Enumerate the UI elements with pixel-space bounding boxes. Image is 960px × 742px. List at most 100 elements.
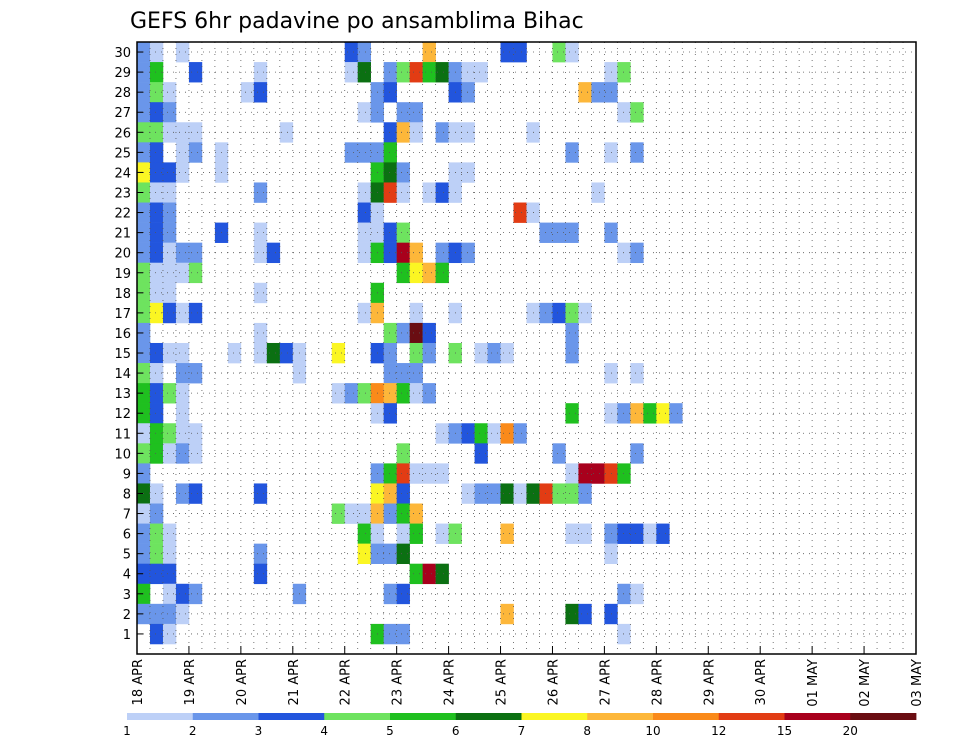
- heatmap-cell: [162, 563, 177, 585]
- heatmap-cell: [357, 42, 371, 63]
- legend-label: 20: [843, 724, 858, 738]
- chart-title: GEFS 6hr padavine po ansamblima Bihac: [130, 9, 584, 34]
- heatmap-cell: [630, 443, 644, 464]
- heatmap-cell: [617, 62, 631, 83]
- y-tick-label: 12: [114, 407, 131, 422]
- heatmap-cell: [383, 363, 397, 384]
- heatmap-cell: [383, 62, 397, 83]
- heatmap-cell: [383, 222, 397, 243]
- heatmap-cell: [253, 62, 268, 83]
- y-tick-label: 8: [123, 487, 131, 502]
- heatmap-cell: [474, 342, 488, 364]
- heatmap-cell: [162, 162, 177, 183]
- x-tick-label: 29 APR: [702, 659, 717, 705]
- heatmap-cell: [188, 302, 203, 324]
- heatmap-cell: [175, 242, 190, 264]
- color-legend: 1 2 3 4 5 6 7 8 10 12 15 20: [123, 713, 917, 738]
- x-tick-label: 25 APR: [495, 659, 510, 705]
- heatmap-cell: [149, 363, 164, 384]
- heatmap-cell: [422, 182, 436, 203]
- heatmap-cell: [162, 523, 177, 544]
- heatmap-cell: [409, 62, 423, 83]
- legend-label: 1: [123, 724, 131, 738]
- heatmap-cell: [149, 162, 164, 183]
- legend-swatch: [192, 713, 259, 720]
- x-tick-label: 03 MAY: [910, 659, 925, 707]
- heatmap-cell: [409, 523, 423, 544]
- heatmap-cell: [552, 42, 566, 63]
- heatmap-cell: [253, 82, 268, 103]
- y-tick-label: 1: [123, 628, 131, 643]
- heatmap-cell: [344, 142, 359, 163]
- heatmap-cell: [396, 182, 410, 203]
- y-axis: 1234567891011121314151617181920212223242…: [114, 46, 143, 643]
- heatmap-cell: [357, 202, 371, 223]
- heatmap-cell: [344, 503, 359, 524]
- heatmap-cell: [357, 302, 371, 324]
- heatmap-cell: [162, 583, 177, 605]
- x-tick-label: 30 APR: [754, 659, 769, 705]
- heatmap-cell: [422, 463, 436, 484]
- heatmap-cell: [162, 282, 177, 304]
- heatmap-cell: [539, 483, 553, 504]
- heatmap-cell: [188, 142, 203, 163]
- heatmap-cell: [149, 122, 164, 143]
- heatmap-cell: [383, 122, 397, 143]
- heatmap-cell: [396, 583, 410, 605]
- heatmap-cell: [591, 82, 605, 103]
- heatmap-cell: [149, 603, 164, 625]
- legend-swatch: [718, 713, 785, 720]
- heatmap-cell: [630, 583, 644, 605]
- x-tick-label: 28 APR: [650, 659, 665, 705]
- y-tick-label: 30: [114, 46, 131, 61]
- heatmap-cell: [578, 483, 592, 504]
- heatmap-cell: [409, 463, 423, 484]
- heatmap-cell: [240, 82, 255, 103]
- heatmap-cell: [617, 583, 631, 605]
- heatmap-cell: [461, 162, 475, 183]
- heatmap-cell: [435, 242, 449, 264]
- x-tick-label: 23 APR: [391, 659, 406, 705]
- heatmap-cell: [578, 463, 592, 484]
- heatmap-cell: [565, 603, 579, 625]
- heatmap-cell: [630, 142, 644, 163]
- heatmap-cell: [149, 102, 164, 123]
- heatmap-cell: [643, 523, 657, 544]
- heatmap-cell: [188, 363, 203, 384]
- x-tick-label: 20 APR: [235, 659, 250, 705]
- heatmap-cell: [149, 202, 164, 223]
- heatmap-cell: [162, 182, 177, 203]
- heatmap-cell: [578, 302, 592, 324]
- y-tick-label: 18: [114, 287, 131, 302]
- heatmap-cell: [331, 503, 346, 524]
- legend-label: 15: [777, 724, 792, 738]
- heatmap-cell: [461, 423, 475, 444]
- heatmap-cell: [253, 342, 268, 364]
- heatmap-cell: [630, 363, 644, 384]
- y-tick-label: 29: [114, 66, 131, 81]
- heatmap-cell: [149, 262, 164, 284]
- x-tick-label: 01 MAY: [806, 659, 821, 707]
- heatmap-cell: [253, 222, 268, 243]
- heatmap-cell: [435, 182, 449, 203]
- heatmap-cell: [500, 523, 514, 544]
- heatmap-cell: [253, 543, 268, 565]
- heatmap-cell: [396, 102, 410, 123]
- grid-layer: [136, 42, 917, 654]
- heatmap-cell: [149, 182, 164, 203]
- legend-label: 8: [583, 724, 591, 738]
- heatmap-cell: [175, 262, 190, 284]
- heatmap-cell: [409, 122, 423, 143]
- heatmap-cell: [253, 322, 268, 344]
- heatmap-cell: [162, 302, 177, 324]
- heatmap-cell: [357, 523, 371, 544]
- heatmap-cell: [383, 242, 397, 264]
- heatmap-cell: [552, 443, 566, 464]
- heatmap-cell: [149, 403, 164, 424]
- heatmap-cell: [578, 523, 592, 544]
- heatmap-cell: [149, 302, 164, 324]
- heatmap-cell: [149, 483, 164, 504]
- y-tick-label: 11: [114, 427, 131, 442]
- heatmap-cell: [383, 583, 397, 605]
- heatmap-cell: [591, 182, 605, 203]
